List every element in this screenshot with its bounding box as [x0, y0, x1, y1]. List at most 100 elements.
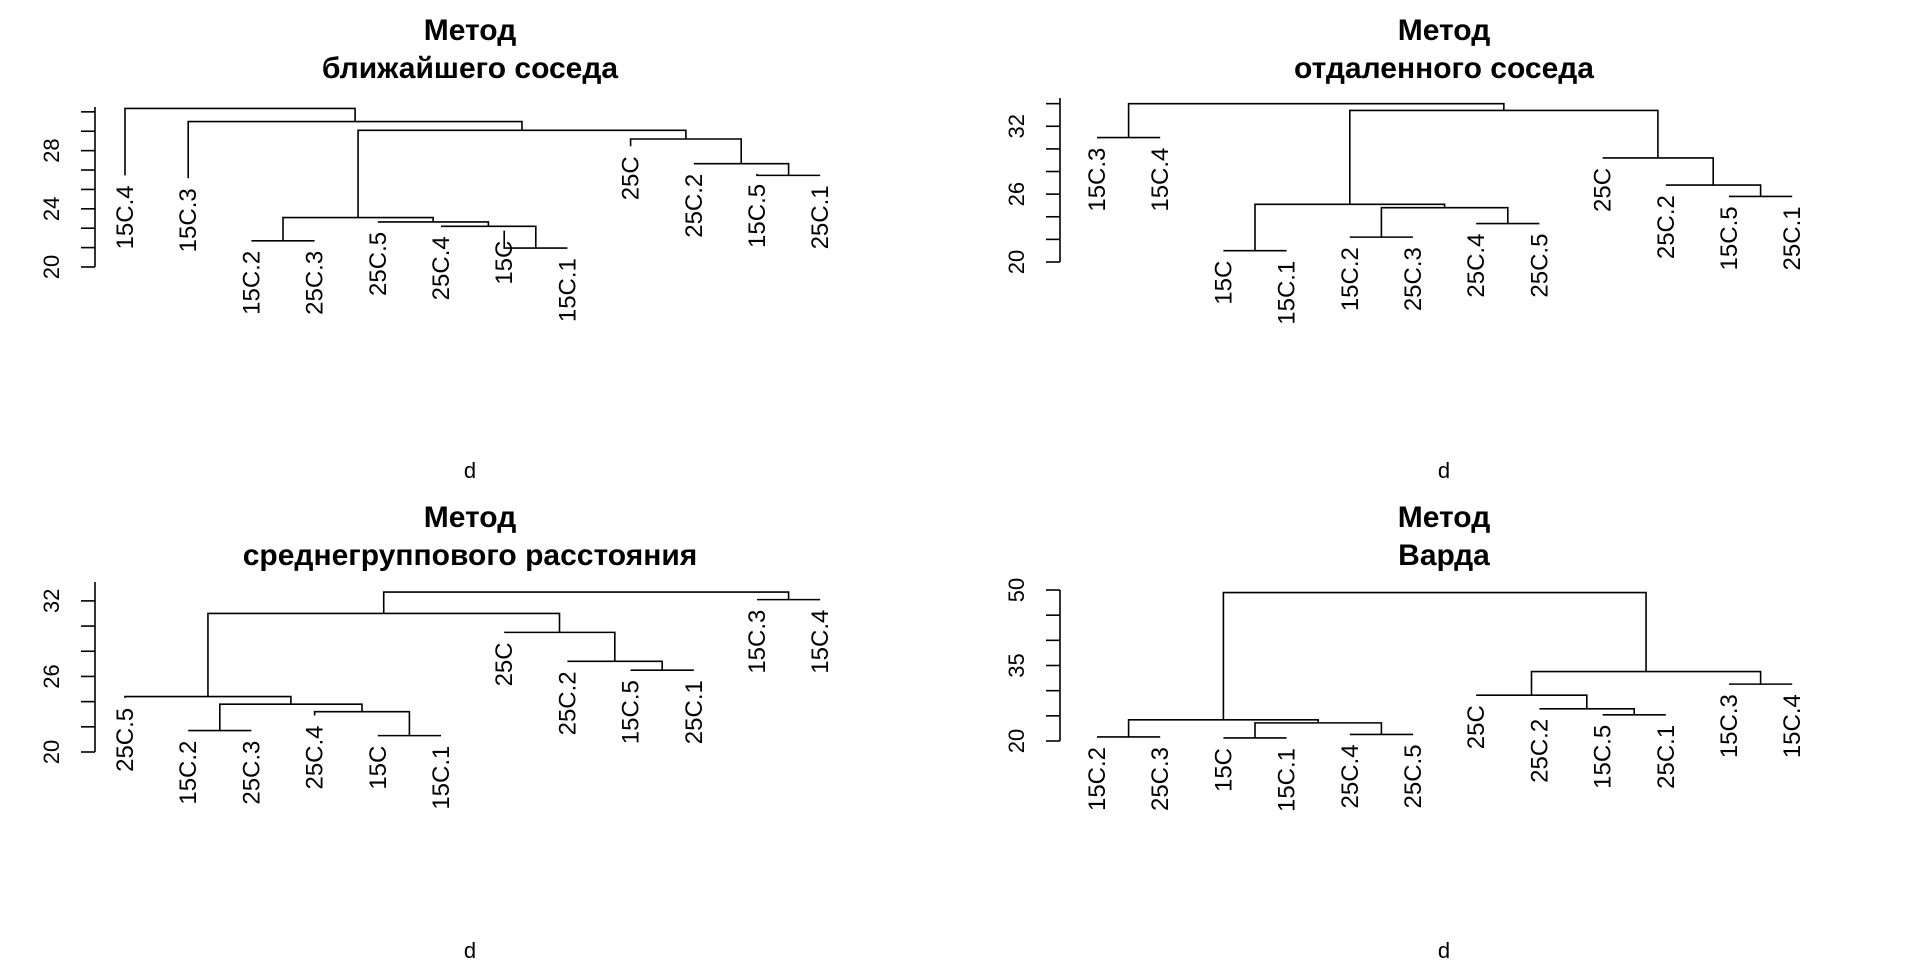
leaf-label: 25C.1: [1653, 725, 1680, 789]
leaf-label: 25C.5: [1526, 234, 1553, 298]
chart-title-line1: Метод: [424, 501, 517, 534]
dendrogram-panel-2: Метод отдаленного соседа 20 26 32 15C.3 15C.4 1…: [1004, 14, 1806, 483]
leaf-label: 25C.4: [1463, 234, 1490, 298]
x-axis-label: d: [464, 938, 476, 960]
chart-title-line1: Метод: [1398, 501, 1491, 534]
dendrogram-link: [1530, 670, 1762, 696]
leaf-label: 15C.3: [1716, 694, 1743, 758]
leaf-label: 25C.3: [1400, 247, 1427, 311]
x-axis-label: d: [464, 458, 476, 483]
leaf-label: 15C.2: [238, 251, 265, 315]
leaf-label: 25C: [618, 156, 645, 200]
y-tick-label: 50: [1004, 578, 1029, 602]
dendrogram-link: [282, 216, 434, 241]
leaf-label: 25C: [1590, 168, 1617, 212]
dendrogram-link: [503, 230, 568, 249]
leaf-label: 15C.3: [1084, 148, 1111, 212]
chart-title-line2: Варда: [1398, 539, 1490, 572]
leaf-label: 25C.3: [1147, 747, 1174, 811]
leaf-label: 15C.4: [1779, 694, 1806, 758]
dendrogram-link: [357, 129, 687, 218]
chart-title-line2: ближайшего соседа: [322, 52, 619, 85]
leaf-label: 25C.4: [1337, 744, 1364, 808]
dendrogram-link: [313, 710, 411, 736]
dendrogram-link: [1254, 722, 1383, 738]
leaf-label: 25C.1: [1779, 206, 1806, 270]
leaf-label: 15C: [1210, 748, 1237, 792]
leaf-label: 15C.2: [1084, 747, 1111, 811]
y-tick-label: 26: [1004, 182, 1029, 206]
dendrogram-link: [1476, 694, 1588, 709]
leaf-label: 25C.3: [238, 741, 265, 805]
dendrogram-link: [377, 221, 490, 227]
leaf-label: 25C.4: [302, 725, 329, 789]
dendrogram-link: [1539, 707, 1635, 715]
y-tick-label: 26: [39, 664, 64, 688]
dendrogram-link: [1380, 206, 1509, 238]
y-tick-label: 32: [1004, 114, 1029, 138]
leaf-label: 15C.2: [175, 741, 202, 805]
leaf-label: 15C.4: [112, 185, 139, 249]
leaf-label: 25C.5: [1400, 744, 1427, 808]
leaf-label: 15C.2: [1337, 247, 1364, 311]
dendrogram-link: [567, 660, 663, 671]
y-axis: 20 26 32: [1004, 98, 1061, 274]
leaf-label: 25C.1: [681, 680, 708, 744]
y-tick-label: 28: [39, 138, 64, 162]
dendrogram-link: [1127, 102, 1505, 138]
dendrogram-panel-3: Метод среднегруппового расстояния 20 26 32 25…: [39, 501, 834, 960]
y-axis: 20 35 50: [1004, 578, 1061, 753]
chart-title-line1: Метод: [424, 14, 517, 47]
leaf-label: 25C.2: [681, 174, 708, 238]
leaf-label: 25C.2: [554, 671, 581, 735]
y-tick-label: 35: [1004, 653, 1029, 677]
leaf-label: 25C.2: [1653, 195, 1680, 259]
leaf-label: 15C.5: [1716, 206, 1743, 270]
leaf-label: 25C.4: [428, 236, 455, 300]
dendrogram-link: [504, 631, 616, 662]
leaf-label: 15C.1: [1274, 748, 1301, 812]
leaf-label: 15C.3: [175, 188, 202, 252]
leaf-label: 15C.1: [554, 258, 581, 322]
dendrogram-panel-1: Метод ближайшего соседа 20 24 28 15C.4 15C.3 15…: [39, 14, 834, 483]
y-tick-label: 20: [39, 255, 64, 279]
dendrogram-link: [1602, 157, 1714, 186]
dendrogram-link: [382, 591, 790, 614]
leaf-label: 25C.5: [112, 708, 139, 772]
leaf-label: 15C.5: [1590, 725, 1617, 789]
leaf-label: 25C.1: [807, 185, 834, 249]
leaf-label: 25C.3: [302, 251, 329, 315]
leaf-label: 25C.5: [365, 232, 392, 296]
x-axis-label: d: [1438, 458, 1450, 483]
leaf-label: 15C.1: [428, 746, 455, 810]
chart-title-line2: среднегруппового расстояния: [243, 539, 698, 572]
y-tick-label: 20: [1004, 250, 1029, 274]
dendrogram-link: [1222, 591, 1647, 720]
chart-title-line2: отдаленного соседа: [1294, 52, 1594, 85]
dendrogram-link: [441, 225, 537, 249]
leaf-label: 15C.5: [744, 184, 771, 248]
y-tick-label: 20: [1004, 729, 1029, 753]
y-axis: 20 26 32: [39, 582, 96, 764]
dendrogram-link: [1254, 203, 1446, 251]
leaf-label: 15C.1: [1274, 261, 1301, 325]
leaf-label: 15C.3: [744, 610, 771, 674]
dendrogram-link: [219, 703, 363, 731]
y-axis: 20 24 28: [39, 107, 96, 279]
x-axis-label: d: [1438, 938, 1450, 960]
y-tick-label: 20: [39, 740, 64, 764]
y-tick-label: 32: [39, 589, 64, 613]
chart-title-line1: Метод: [1398, 14, 1491, 47]
dendrogram-link: [207, 612, 561, 697]
leaf-label: 15C: [1210, 261, 1237, 305]
dendrogram-link: [693, 162, 790, 176]
leaf-label: 25C.2: [1526, 719, 1553, 783]
leaf-label: 15C.4: [1147, 148, 1174, 212]
dendrogram-panel-4: Метод Варда 20 35 50 15C.2 25C.3 15C 15C.1 25C.4 2…: [1004, 501, 1806, 960]
dendrogram-link: [124, 107, 356, 176]
leaf-label: 15C.5: [618, 680, 645, 744]
leaf-label: 25C: [491, 642, 518, 686]
dendrogram-link: [756, 173, 821, 177]
dendrogram-link: [1665, 184, 1762, 197]
